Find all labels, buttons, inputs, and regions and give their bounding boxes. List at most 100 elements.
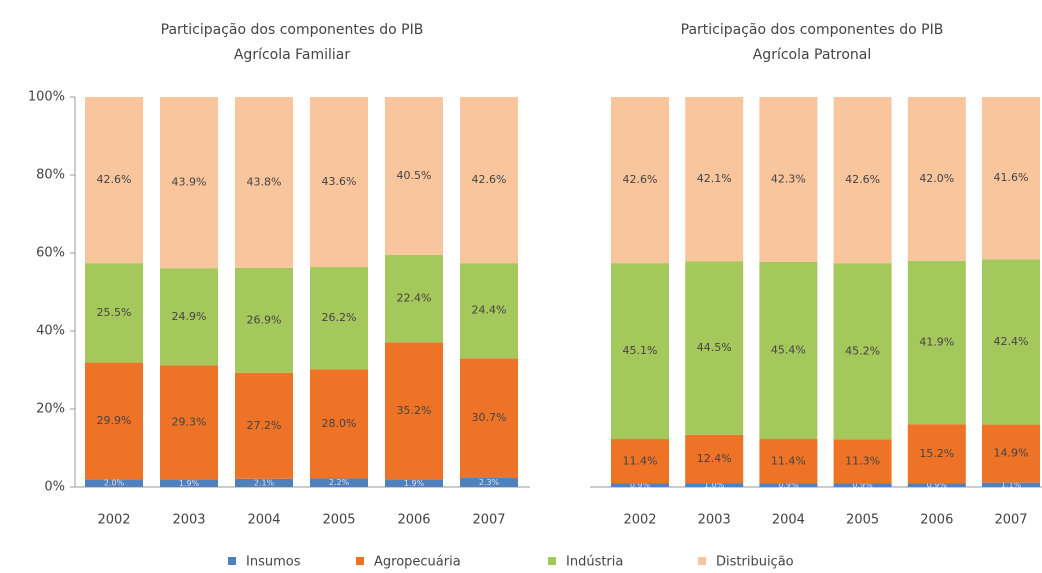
bar-segment [907,483,966,487]
x-tick-label: 2003 [172,513,205,528]
value-label: 26.9% [247,313,282,326]
legend-label: Agropecuária [374,555,461,570]
y-tick-label: 40% [36,324,65,339]
value-label: 29.9% [97,414,132,427]
value-label: 45.1% [623,344,658,357]
bar-segment [611,97,669,264]
x-tick-label: 2005 [846,513,879,528]
x-tick-label: 2005 [322,513,355,528]
bar-segment [160,479,218,487]
y-tick-label: 20% [36,402,65,417]
value-label: 42.6% [472,173,507,186]
value-label: 2.1% [254,478,275,487]
bar-segment [160,268,218,366]
bar-segment [310,369,368,479]
value-label: 40.5% [397,169,432,182]
value-label: 1.9% [404,479,425,488]
bar-segment [611,439,669,484]
value-label: 42.6% [97,173,132,186]
value-label: 11.4% [771,454,806,467]
bar-segment [235,478,293,487]
bar-segment [982,424,1040,483]
bar-segment [385,479,443,487]
value-label: 14.9% [994,447,1029,460]
bar-segment [685,434,744,484]
bar-segment [833,483,892,487]
value-label: 35.2% [397,404,432,417]
legend-label: Indústria [566,555,623,570]
value-label: 44.5% [697,341,732,354]
bar-segment [759,97,818,262]
x-tick-label: 2002 [623,513,656,528]
value-label: 30.7% [472,411,507,424]
legend-marker [228,557,236,565]
value-label: 22.4% [397,292,432,305]
value-label: 45.4% [771,344,806,357]
value-label: 24.9% [172,310,207,323]
bar-segment [833,263,892,440]
x-tick-label: 2006 [920,513,953,528]
value-label: 2.3% [479,478,500,487]
x-tick-label: 2007 [994,513,1027,528]
x-tick-label: 2007 [472,513,505,528]
bar-segment [982,97,1040,260]
value-label: 42.6% [845,173,880,186]
bar-segment [982,482,1040,487]
value-label: 24.4% [472,304,507,317]
value-label: 28.0% [322,417,357,430]
chart-title: Agrícola Patronal [753,47,872,63]
bar-segment [460,97,518,264]
value-label: 0.9% [927,481,948,490]
value-label: 42.6% [623,173,658,186]
value-label: 0.9% [852,481,873,490]
value-label: 42.1% [697,172,732,185]
value-label: 45.2% [845,344,880,357]
bar-segment [759,261,818,440]
bar-segment [907,260,966,425]
bar-segment [160,365,218,480]
value-label: 43.8% [247,175,282,188]
bar-segment [85,362,143,480]
value-label: 42.3% [771,172,806,185]
value-label: 2.2% [329,478,350,487]
bar-segment [85,97,143,264]
x-tick-label: 2006 [397,513,430,528]
value-label: 43.6% [322,175,357,188]
legend-marker [698,557,706,565]
bar-segment [982,259,1040,425]
value-label: 0.9% [630,481,651,490]
value-label: 1.1% [1001,480,1022,489]
bar-segment [907,97,966,261]
bar-segment [385,97,443,255]
value-label: 43.9% [172,176,207,189]
bar-segment [759,439,818,484]
bar-segment [460,478,518,487]
x-tick-label: 2004 [772,513,805,528]
value-label: 0.9% [778,481,799,490]
bar-segment [907,424,966,484]
legend-label: Insumos [246,555,301,570]
x-tick-label: 2003 [698,513,731,528]
bar-segment [611,483,669,487]
bar-segment [310,478,368,487]
bar-segment [685,97,744,262]
y-tick-label: 0% [44,480,65,495]
bar-segment [310,97,368,268]
value-label: 26.2% [322,311,357,324]
x-tick-label: 2004 [247,513,280,528]
bar-segment [460,263,518,359]
value-label: 15.2% [919,447,954,460]
bar-segment [235,372,293,479]
chart-title: Agrícola Familiar [234,47,351,63]
bar-segment [385,254,443,343]
value-label: 12.4% [697,452,732,465]
y-tick-label: 80% [36,168,65,183]
value-label: 42.0% [919,172,954,185]
legend-label: Distribuição [716,555,794,570]
bar-segment [235,267,293,373]
y-tick-label: 100% [28,90,65,105]
bar-segment [759,483,818,487]
value-label: 41.6% [994,171,1029,184]
bar-segment [310,267,368,370]
value-label: 2.0% [104,479,125,488]
